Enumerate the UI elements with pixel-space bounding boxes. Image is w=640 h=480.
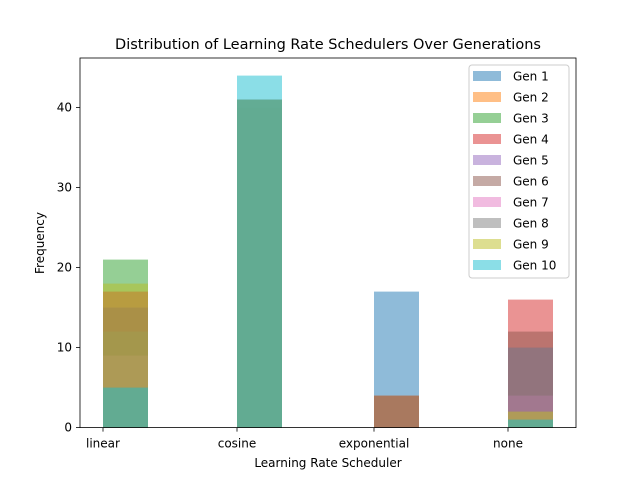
legend-swatch xyxy=(473,176,501,186)
legend-label: Gen 2 xyxy=(513,91,549,105)
bar-gen-10-linear xyxy=(103,387,148,428)
x-axis: linear cosine exponential none xyxy=(86,427,523,451)
legend-swatch xyxy=(473,239,501,249)
legend-label: Gen 8 xyxy=(513,217,549,231)
y-tick-label: 20 xyxy=(57,261,72,275)
legend-label: Gen 5 xyxy=(513,154,549,168)
legend-swatch xyxy=(473,260,501,270)
legend[interactable]: Gen 1 Gen 2 Gen 3 Gen 4 Gen 5 Gen 6 Gen 7 Gen 8… xyxy=(468,64,570,279)
legend-label: Gen 6 xyxy=(513,175,549,189)
legend-swatch xyxy=(473,218,501,228)
y-tick-label: 40 xyxy=(57,101,72,115)
legend-label: Gen 7 xyxy=(513,196,549,210)
legend-label: Gen 3 xyxy=(513,112,549,126)
bar-gen-10-none xyxy=(508,419,553,428)
legend-swatch xyxy=(473,71,501,81)
bars-layer xyxy=(103,75,553,428)
legend-swatch xyxy=(473,155,501,165)
legend-label: Gen 10 xyxy=(513,259,556,273)
bar-gen-10-cosine xyxy=(237,75,282,428)
bar-gen-6-exponential xyxy=(374,395,419,428)
legend-label: Gen 1 xyxy=(513,70,549,84)
x-tick-label: none xyxy=(493,437,523,451)
legend-label: Gen 4 xyxy=(513,133,549,147)
y-axis: 0 10 20 30 40 xyxy=(57,101,80,435)
x-axis-label: Learning Rate Scheduler xyxy=(254,456,401,470)
y-tick-label: 30 xyxy=(57,181,72,195)
chart-title: Distribution of Learning Rate Schedulers… xyxy=(115,37,541,53)
x-tick-label: cosine xyxy=(218,437,257,451)
legend-swatch xyxy=(473,134,501,144)
x-tick-label: linear xyxy=(86,437,120,451)
legend-swatch xyxy=(473,92,501,102)
legend-label: Gen 9 xyxy=(513,238,549,252)
y-axis-label: Frequency xyxy=(33,212,47,274)
legend-swatch xyxy=(473,197,501,207)
y-tick-label: 10 xyxy=(57,341,72,355)
plot-frame xyxy=(79,57,577,429)
y-tick-label: 0 xyxy=(64,421,72,435)
x-tick-label: exponential xyxy=(339,437,410,451)
legend-swatch xyxy=(473,113,501,123)
